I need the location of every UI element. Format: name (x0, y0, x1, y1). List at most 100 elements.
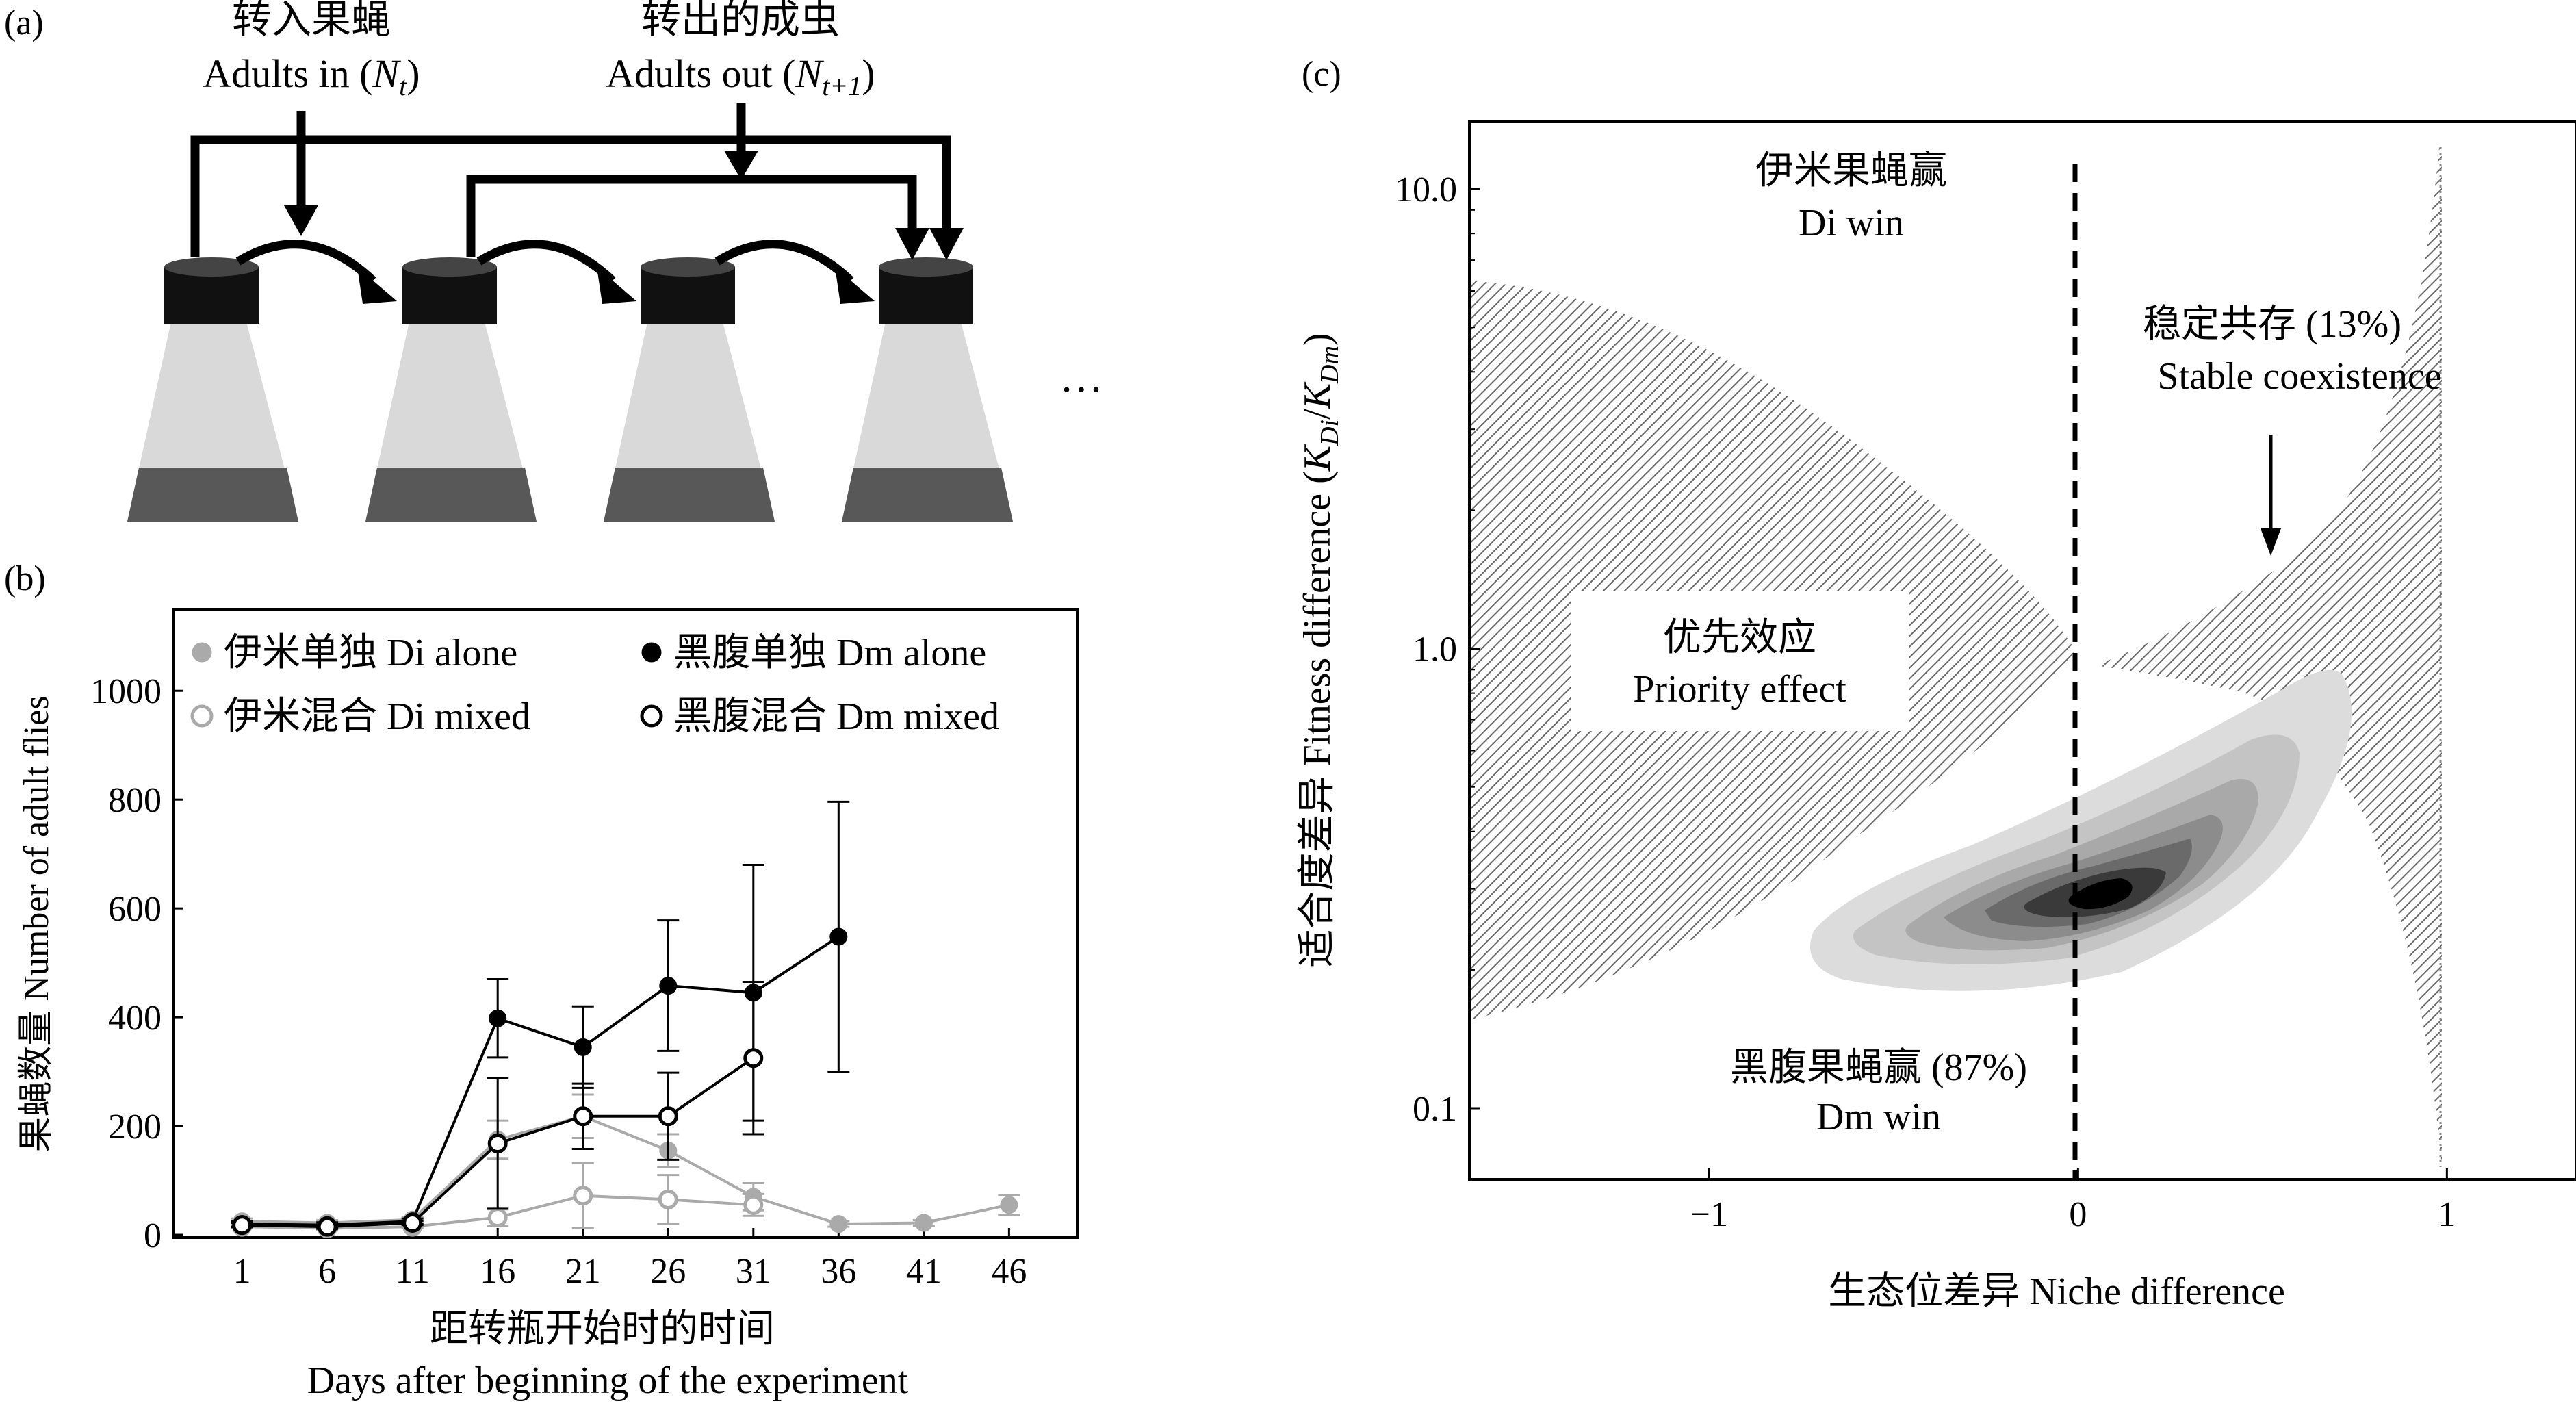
priority-effect-label-box (1571, 591, 1909, 731)
series-3 (231, 980, 764, 1237)
series-2 (231, 800, 850, 1234)
panel-c-axes: −1 0 1 0.1 1.0 10.0 (1395, 170, 2456, 1234)
series-line (242, 1114, 1009, 1226)
b-x-tick-label: 16 (480, 1252, 515, 1291)
b-x-tick-label: 11 (396, 1252, 430, 1291)
b-x-tick-label: 6 (318, 1252, 336, 1291)
dm-win-label-box (1690, 1032, 2065, 1149)
legend-marker (640, 704, 663, 728)
curved-arrow-3-4 (714, 240, 854, 284)
legend-marker (190, 704, 214, 728)
legend-label: 伊米单独 Di alone (224, 632, 517, 674)
data-point (232, 1215, 253, 1236)
legend-label: 伊米混合 Di mixed (224, 695, 530, 738)
b-x-tick-label: 26 (650, 1252, 686, 1291)
panel-c-x-axis-label: 生态位差异 Niche difference (1828, 1270, 2285, 1313)
coexistence-arrow-head (2261, 528, 2281, 556)
b-x-tick-label: 21 (565, 1252, 601, 1291)
panel-b-x-axis-label-cn: 距转瓶开始时的时间 (430, 1308, 775, 1351)
panel-b-legend: 伊米单独 Di alone 伊米混合 Di mixed 黑腹单独 Dm alone 黑… (190, 632, 999, 738)
panel-a-label: (a) (4, 3, 44, 42)
c-y-tick-label: 0.1 (1413, 1090, 1457, 1129)
b-x-tick-label: 36 (821, 1252, 856, 1291)
data-point (743, 1048, 764, 1068)
b-y-tick-label: 0 (144, 1216, 162, 1255)
data-point (829, 927, 848, 946)
panel-b-label: (b) (4, 559, 46, 598)
c-x-tick-label: 1 (2438, 1195, 2456, 1234)
vial-4 (842, 257, 1013, 522)
data-point (658, 1189, 678, 1209)
curved-arrow-1-2 (235, 240, 376, 284)
adults-out-cn-label: 转出的成虫 (641, 0, 840, 42)
continuation-ellipsis: … (1059, 353, 1103, 401)
legend-label: 黑腹单独 Dm alone (673, 632, 986, 674)
di-win-cn: 伊米果蝇赢 (1755, 150, 1947, 192)
vial-3 (604, 257, 775, 522)
priority-effect-en: Priority effect (1633, 668, 1846, 711)
flow-line-outer (190, 135, 951, 257)
coexistence-hatched-region (2096, 147, 2442, 1167)
legend-marker (641, 642, 662, 663)
panel-b-y-axis-label: 果蝇数量 Number of adult flies (17, 695, 56, 1152)
flow-line-inner (466, 175, 917, 257)
di-win-en: Di win (1799, 202, 1904, 244)
b-x-tick-label: 1 (233, 1252, 251, 1291)
b-x-tick-label: 31 (736, 1252, 771, 1291)
b-y-tick-label: 400 (108, 999, 162, 1038)
coexistence-cn: 稳定共存 (13%) (2143, 303, 2401, 346)
adults-in-en-label: Adults in (Nt) (203, 51, 420, 101)
data-point (914, 1214, 933, 1232)
series-line (242, 935, 840, 1227)
adults-in-cn-label: 转入果蝇 (232, 0, 391, 42)
b-y-tick-label: 200 (108, 1108, 162, 1147)
data-point (743, 1194, 764, 1215)
panel-c-plot-frame (1468, 120, 2576, 1181)
data-point (402, 1213, 423, 1233)
data-point (573, 1106, 593, 1127)
dm-win-cn: 黑腹果蝇赢 (87%) (1730, 1047, 2027, 1089)
posterior-contours (1810, 669, 2352, 991)
data-point (487, 1133, 508, 1153)
data-point (489, 1009, 507, 1027)
arrow-heads (284, 151, 964, 304)
transfer-arrows (190, 103, 951, 284)
curved-arrow-2-3 (476, 240, 616, 284)
c-x-tick-label: −1 (1690, 1195, 1728, 1234)
contour-peak (2068, 878, 2133, 910)
panel-b-plot-frame (172, 608, 1079, 1239)
b-x-tick-label: 41 (906, 1252, 942, 1291)
panel-b-x-axis-label-en: Days after beginning of the experiment (307, 1359, 909, 1402)
panel-c-contour-chart: (c) 优先效应 Priority effect (1296, 55, 2576, 1313)
data-point (658, 1106, 678, 1127)
b-y-tick-label: 1000 (90, 672, 162, 711)
data-point (317, 1216, 337, 1237)
b-y-tick-label: 800 (108, 781, 162, 820)
adults-out-en-label: Adults out (Nt+1) (606, 51, 875, 101)
c-y-tick-label: 10.0 (1395, 170, 1457, 209)
data-point (573, 1186, 593, 1206)
priority-effect-cn: 优先效应 (1663, 617, 1816, 659)
data-point (487, 1207, 508, 1228)
data-point (829, 1215, 848, 1233)
c-x-tick-label: 0 (2069, 1195, 2087, 1234)
vial-2 (365, 257, 537, 522)
dm-win-en: Dm win (1816, 1096, 1941, 1138)
data-point (574, 1038, 592, 1056)
data-point (659, 977, 678, 995)
b-y-tick-label: 600 (108, 890, 162, 929)
legend-marker (192, 642, 212, 663)
c-y-tick-label: 1.0 (1413, 630, 1457, 669)
vial-1 (127, 257, 298, 522)
panel-a-schematic: (a) 转入果蝇 Adults in (Nt) 转出的成虫 Adults out… (4, 0, 1103, 522)
panel-c-y-axis-label: 适合度差异 Fitness difference (KDi/KDm) (1296, 333, 1344, 967)
legend-label: 黑腹混合 Dm mixed (673, 695, 999, 738)
panel-b-series (231, 800, 1020, 1238)
coexistence-en: Stable coexistence (2157, 355, 2441, 398)
panel-b-line-chart: (b) 1 6 11 16 21 26 31 36 41 4602004006008001000 … (4, 559, 1079, 1402)
data-point (1000, 1196, 1018, 1214)
b-x-tick-label: 46 (991, 1252, 1027, 1291)
panel-c-label: (c) (1302, 55, 1341, 94)
